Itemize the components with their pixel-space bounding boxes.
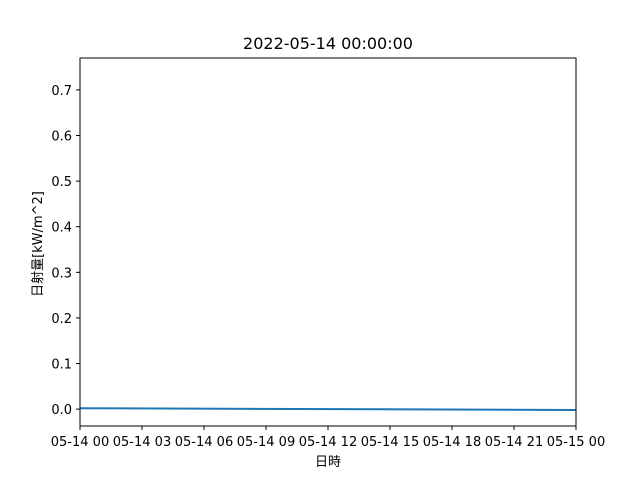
x-axis-ticks: 05-14 00 05-14 03 05-14 06 05-14 09 05-14 12…: [51, 426, 605, 450]
x-axis-label: 日時: [315, 455, 341, 470]
x-tick-label: 05-14 00: [51, 435, 109, 450]
x-tick-label: 05-14 06: [175, 435, 233, 450]
series-line: [79, 407, 577, 411]
y-tick-label: 0.1: [51, 358, 72, 373]
y-tick-label: 0.2: [51, 312, 72, 327]
y-tick-label: 0.3: [51, 266, 72, 281]
x-tick-label: 05-14 12: [299, 435, 357, 450]
x-tick-label: 05-15 00: [547, 435, 605, 450]
y-tick-label: 0.6: [51, 130, 72, 145]
series-group: [79, 407, 577, 411]
x-tick-label: 05-14 03: [113, 435, 171, 450]
x-tick-label: 05-14 18: [423, 435, 481, 450]
plot-frame: [79, 57, 577, 427]
y-tick-label: 0.7: [51, 84, 72, 99]
x-tick-label: 05-14 15: [361, 435, 419, 450]
chart-title: 2022-05-14 00:00:00: [243, 34, 413, 53]
y-tick-label: 0.4: [51, 221, 72, 236]
y-axis-label: 日射量[kW/m^2]: [30, 191, 46, 297]
y-tick-label: 0.5: [51, 175, 72, 190]
y-axis-ticks: 0.0 0.1 0.2 0.3 0.4 0.5 0.6 0.7: [51, 84, 80, 418]
x-tick-label: 05-14 09: [237, 435, 295, 450]
y-tick-label: 0.0: [51, 403, 72, 418]
x-tick-label: 05-14 21: [485, 435, 543, 450]
